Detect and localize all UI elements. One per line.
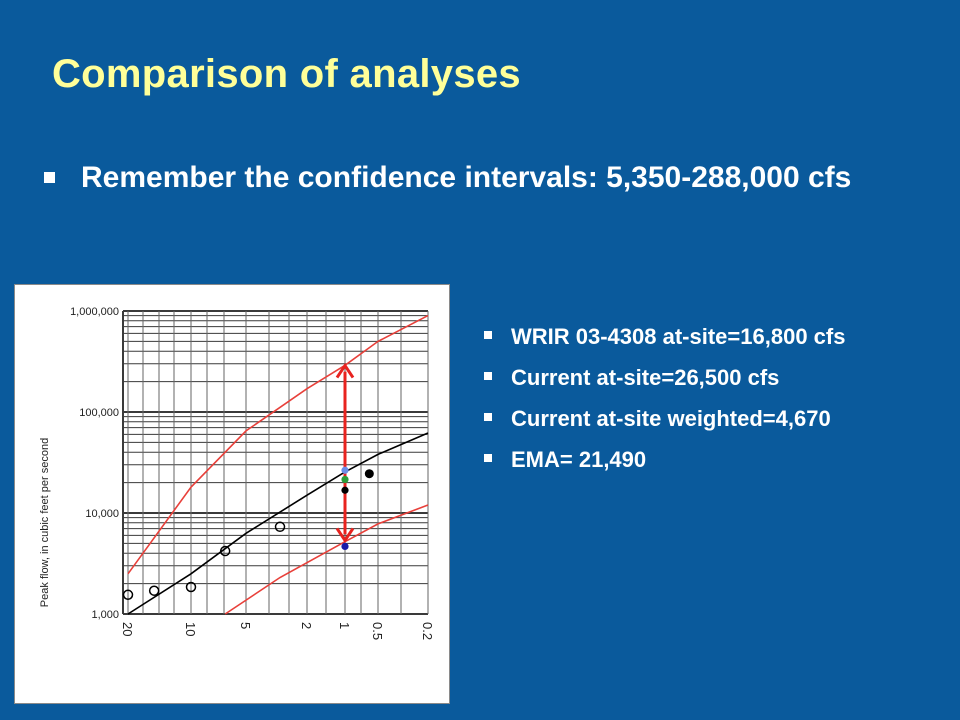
bullet-item: EMA= 21,490	[482, 445, 942, 474]
bullet-item: Current at-site weighted=4,670	[482, 404, 942, 433]
historic-point	[364, 469, 374, 479]
x-tick-label: 5	[238, 622, 253, 629]
estimate-point	[341, 466, 349, 474]
bullet-square-icon	[484, 413, 492, 421]
main-bullet-text: Remember the confidence intervals: 5,350…	[81, 161, 852, 194]
observed-point	[274, 521, 286, 533]
x-tick-label: 2	[299, 622, 314, 629]
bullet-text: Current at-site=26,500 cfs	[511, 365, 780, 390]
bullet-text: WRIR 03-4308 at-site=16,800 cfs	[511, 324, 846, 349]
y-tick-label: 1,000	[91, 609, 119, 621]
bullet-square-icon	[484, 454, 492, 462]
fitted-curve	[127, 432, 429, 615]
bullet-text: Current at-site weighted=4,670	[511, 406, 831, 431]
bullet-text: EMA= 21,490	[511, 447, 647, 472]
y-tick-label: 1,000,000	[70, 306, 119, 318]
x-tick-label: 1	[337, 622, 352, 629]
x-tick-label: 10	[183, 622, 198, 636]
bullet-item: Current at-site=26,500 cfs	[482, 363, 942, 392]
y-tick-label: 100,000	[79, 407, 119, 419]
estimate-point	[341, 486, 349, 494]
chart-frame	[14, 284, 450, 704]
observed-point	[185, 581, 197, 593]
main-bullet: Remember the confidence intervals: 5,350…	[44, 158, 904, 198]
bullet-square-icon	[484, 331, 492, 339]
confidence-upper-curve	[127, 314, 429, 575]
y-tick-label: 10,000	[85, 508, 119, 520]
bullet-square-icon	[44, 172, 55, 183]
flood-frequency-chart: 1,000,000 100,000 10,000 1,000 20 10 5 2 1 0.5 0.2…	[14, 284, 450, 704]
x-tick-label: 0.2	[420, 622, 435, 640]
slide-title: Comparison of analyses	[52, 52, 521, 96]
bullet-square-icon	[484, 372, 492, 380]
observed-point	[122, 589, 134, 601]
estimate-point	[341, 542, 349, 550]
bullet-list: WRIR 03-4308 at-site=16,800 cfs Current …	[482, 322, 942, 486]
observed-point	[148, 585, 160, 596]
interval-arrow-head-up	[335, 362, 355, 379]
y-axis-label: Peak flow, in cubic feet per second	[39, 438, 51, 607]
x-tick-label: 20	[120, 622, 135, 636]
estimate-point	[341, 475, 349, 484]
interval-arrow-head-down	[335, 527, 355, 544]
x-tick-label: 0.5	[370, 622, 385, 640]
bullet-item: WRIR 03-4308 at-site=16,800 cfs	[482, 322, 942, 351]
